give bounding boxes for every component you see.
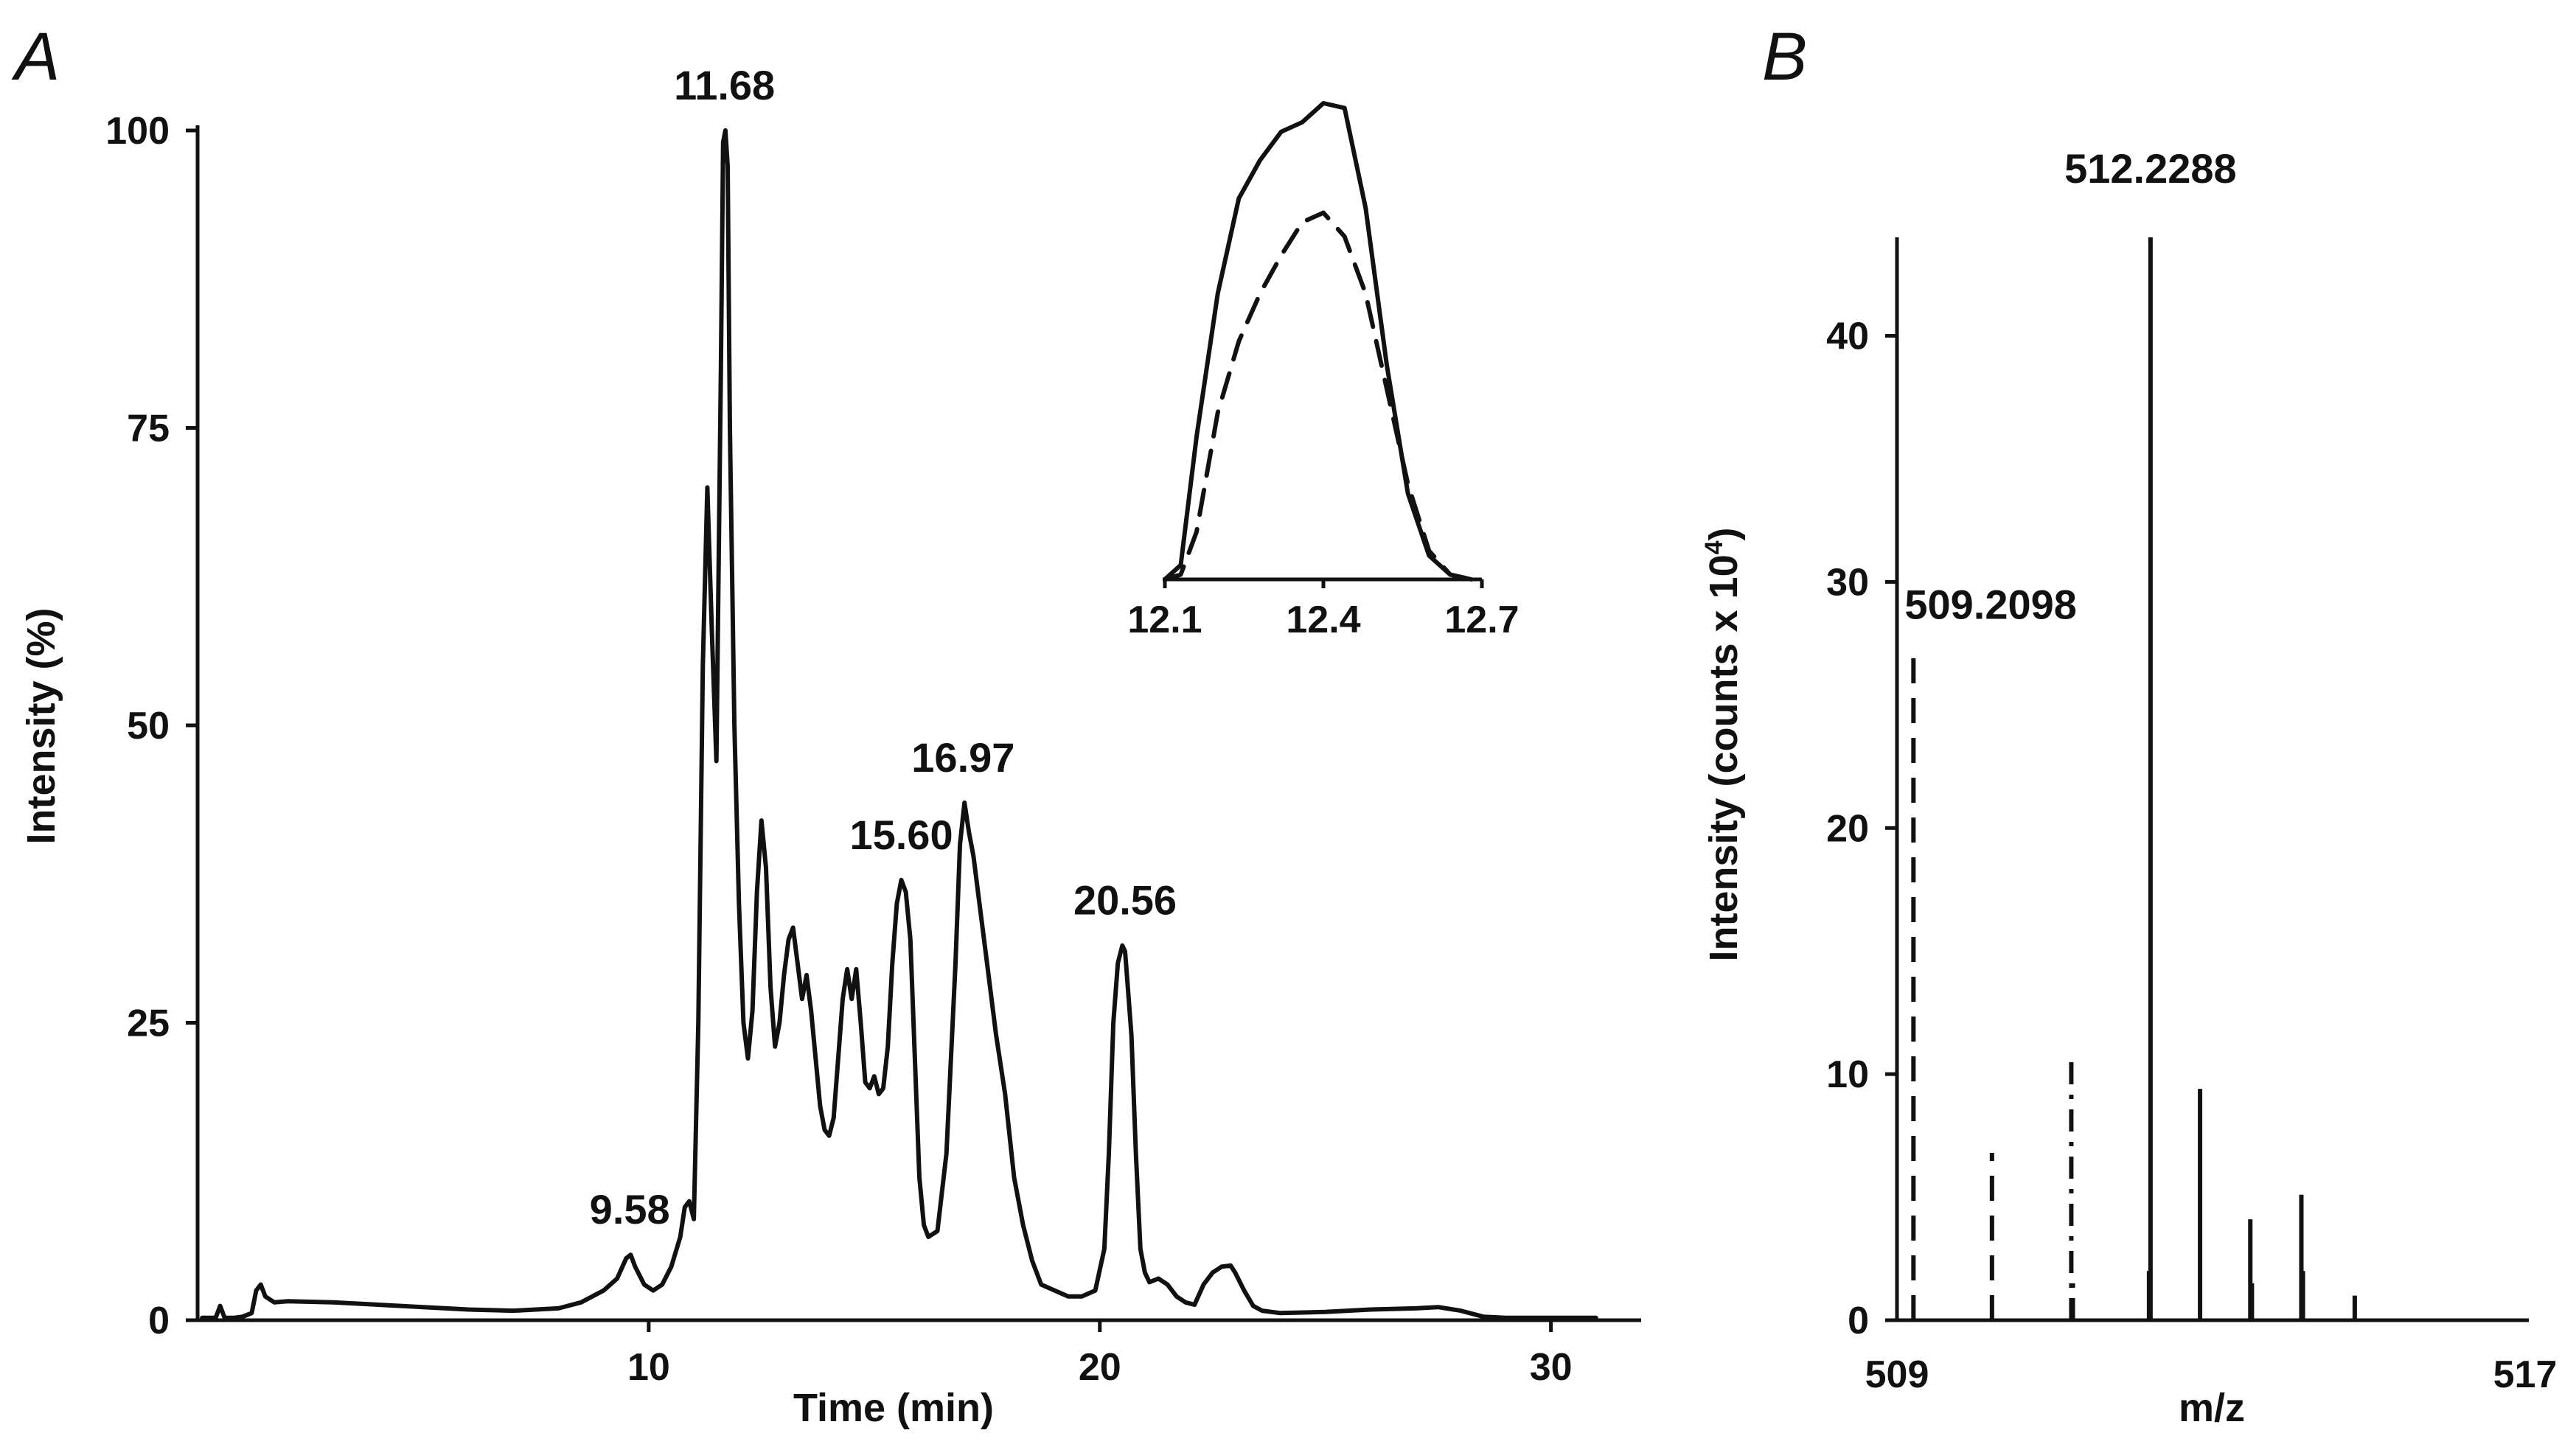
panel-b-peak-label: 512.2288 (2064, 145, 2237, 192)
inset-x-tick-label: 12.1 (1127, 599, 1202, 641)
panel-a-peak-label: 9.58 (590, 1186, 670, 1232)
panel-b-x-tick-label: 517 (2493, 1353, 2558, 1396)
panel-b-x-tick-label: 509 (1865, 1353, 1929, 1396)
panel-b-mass-spectrum: 0 10 20 30 40 509 517 509.2098 512.2288 m/z Int… (1700, 145, 2557, 1430)
inset-tick-labels: 12.1 12.4 12.7 (1127, 599, 1519, 641)
panel-a-peak-label: 20.56 (1073, 877, 1177, 924)
panel-b-tick-labels: 0 10 20 30 40 509 517 (1826, 315, 2557, 1396)
panel-a-x-tick-label: 30 (1530, 1346, 1573, 1389)
panel-a-y-tick-label: 50 (127, 705, 170, 747)
inset-solid-trace (1163, 101, 1474, 582)
panel-b-letter: B (1762, 19, 1807, 94)
panel-b-y-tick-label: 20 (1826, 807, 1869, 850)
panel-a-chromatogram: 0 25 50 75 100 10 20 30 9.58 11.68 15.60 16.97 20.5… (19, 62, 1641, 1430)
panel-b-x-axis-title: m/z (2179, 1386, 2245, 1430)
panel-a-peak-label: 15.60 (849, 812, 953, 858)
panel-a-y-tick-label: 100 (105, 110, 170, 153)
panel-b-ticks (1885, 334, 1897, 1322)
panel-b-spectral-lines (1911, 237, 2357, 1320)
inset-x-tick-label: 12.4 (1286, 599, 1360, 641)
panel-a-tick-labels: 0 25 50 75 100 10 20 30 (105, 110, 1572, 1389)
panel-b-y-axis-title: Intensity (counts x 104) (1700, 527, 1746, 961)
panel-a-y-axis-title: Intensity (%) (19, 607, 63, 844)
panel-a-y-tick-label: 0 (148, 1300, 170, 1342)
panel-b-y-axis-title-main: Intensity (counts x 10 (1702, 554, 1746, 961)
panel-a-x-axis-title: Time (min) (793, 1386, 994, 1430)
inset-dashed-trace (1163, 210, 1474, 582)
panel-a-ticks (186, 128, 1553, 1332)
panel-b-y-tick-label: 30 (1826, 561, 1869, 604)
inset-x-tick-label: 12.7 (1444, 599, 1519, 641)
panel-b-y-axis-title-exponent: 4 (1700, 540, 1728, 554)
panel-b-peak-labels: 509.2098 512.2288 (1904, 145, 2236, 628)
panel-b-peak-label: 509.2098 (1904, 582, 2077, 628)
panel-a-letter: A (11, 19, 60, 94)
panel-a-inset: 12.1 12.4 12.7 (1127, 101, 1520, 641)
panel-a-peak-labels: 9.58 11.68 15.60 16.97 20.56 (590, 62, 1177, 1232)
panel-b-y-tick-label: 40 (1826, 315, 1869, 358)
panel-a-peak-label: 16.97 (911, 734, 1014, 781)
panel-a-x-tick-label: 10 (627, 1346, 670, 1389)
panel-a-y-tick-label: 25 (127, 1003, 170, 1045)
panel-a-x-tick-label: 20 (1079, 1346, 1121, 1389)
panel-a-peak-label: 11.68 (674, 62, 775, 108)
panel-b-y-axis-title-suffix: ) (1702, 527, 1746, 540)
chromatogram-trace (200, 128, 1598, 1320)
panel-a-y-tick-label: 75 (127, 408, 170, 450)
panel-b-y-tick-label: 10 (1826, 1053, 1869, 1096)
panel-b-y-tick-label: 0 (1848, 1300, 1869, 1342)
